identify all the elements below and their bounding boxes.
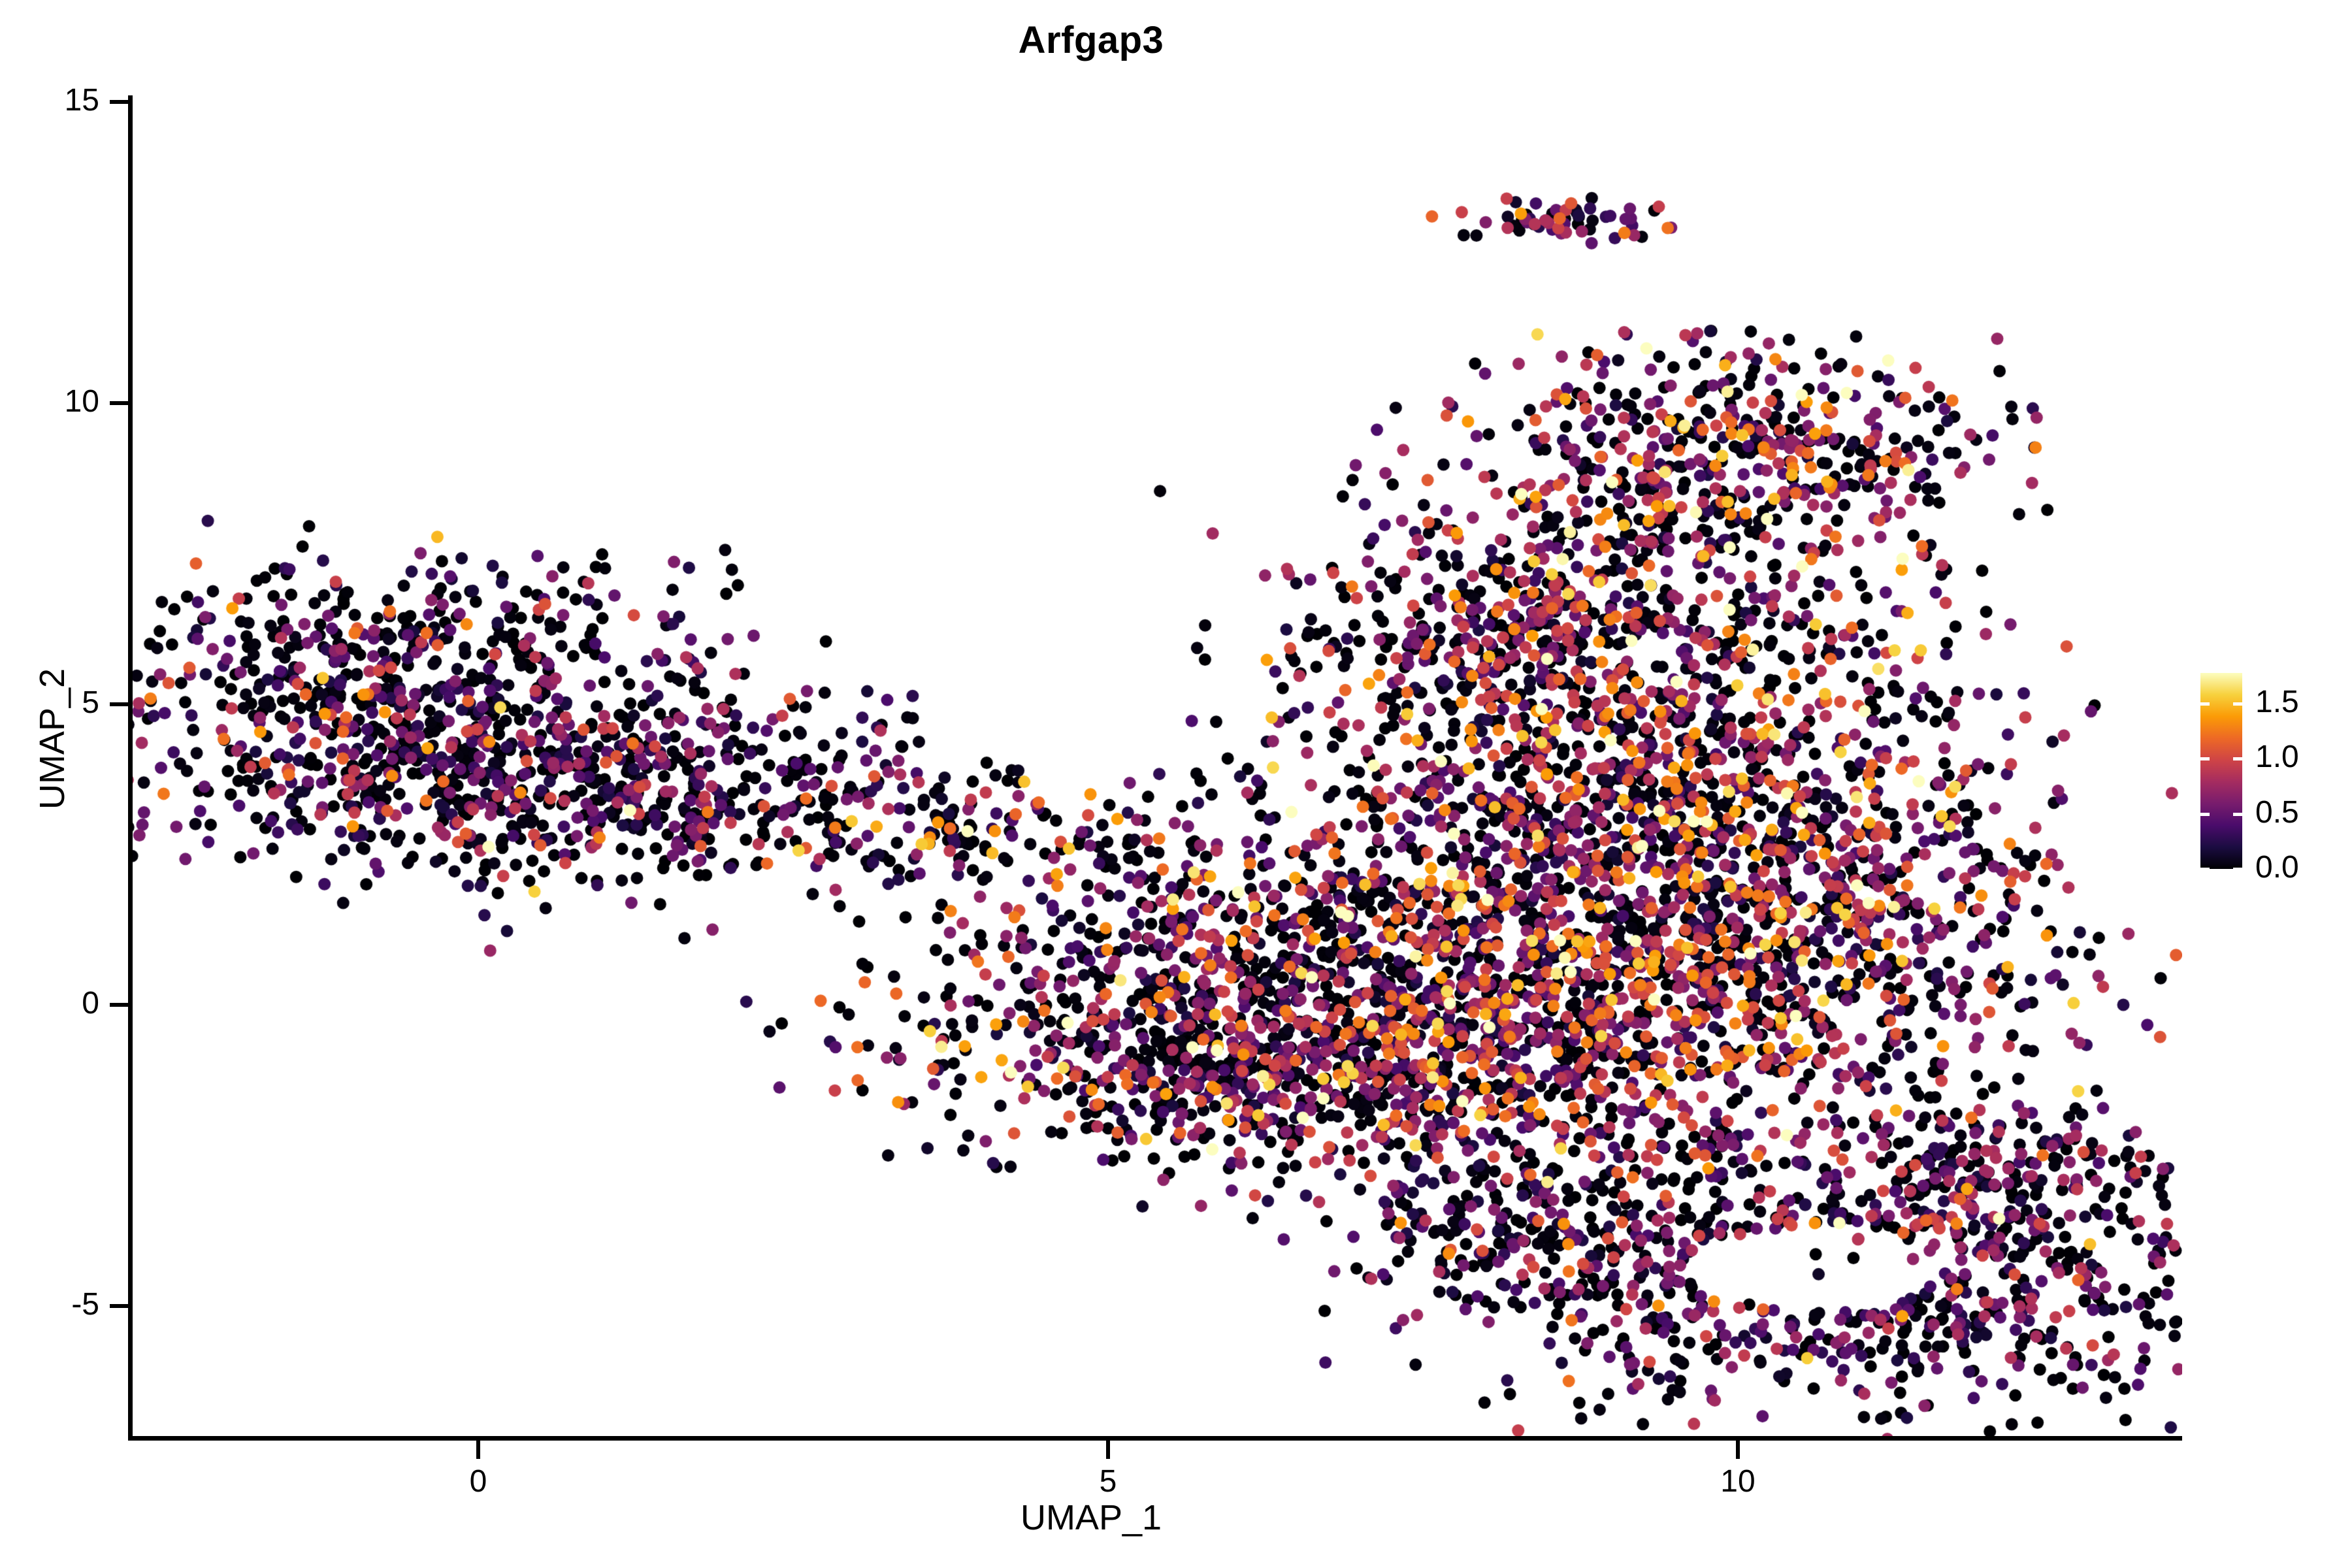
colorbar-tick-label: 1.0 [2255,740,2299,775]
x-tick [1736,1441,1740,1459]
plot-panel [131,72,2182,1439]
x-axis-label: UMAP_1 [1020,1498,1162,1537]
colorbar-tick-mark [2233,812,2242,816]
y-tick-label: 5 [82,685,99,720]
colorbar-tick-mark [2200,868,2210,871]
y-tick [110,1304,128,1308]
x-tick [476,1441,480,1459]
colorbar-tick-mark [2200,812,2210,816]
colorbar-tick-mark [2233,757,2242,761]
y-tick [110,1003,128,1007]
x-tick [1106,1441,1110,1459]
page-title: Arfgap3 [1018,19,1164,61]
y-axis-line [128,95,133,1440]
colorbar-tick-mark [2200,757,2210,761]
y-tick [110,702,128,706]
scatter-points-layer [131,72,2182,1439]
colorbar-tick-label: 0.5 [2255,794,2299,830]
y-tick [110,400,128,405]
x-tick-label: 5 [1099,1464,1117,1499]
y-tick [110,100,128,104]
y-tick-label: 15 [64,83,99,118]
x-tick-label: 0 [469,1464,487,1499]
colorbar-tick-mark [2233,868,2242,871]
colorbar-tick-mark [2200,702,2210,706]
colorbar-legend: 0.0 0.5 1.0 1.5 [2200,666,2351,885]
x-tick-label: 10 [1720,1464,1756,1499]
colorbar-tick-mark [2233,702,2242,706]
y-tick-label: 0 [82,986,99,1021]
colorbar-tick-label: 0.0 [2255,850,2299,885]
y-axis-label: UMAP_2 [33,668,72,810]
x-axis-line [128,1436,2182,1441]
y-tick-label: -5 [71,1287,99,1322]
y-tick-label: 10 [64,384,99,419]
colorbar-tick-label: 1.5 [2255,685,2299,720]
